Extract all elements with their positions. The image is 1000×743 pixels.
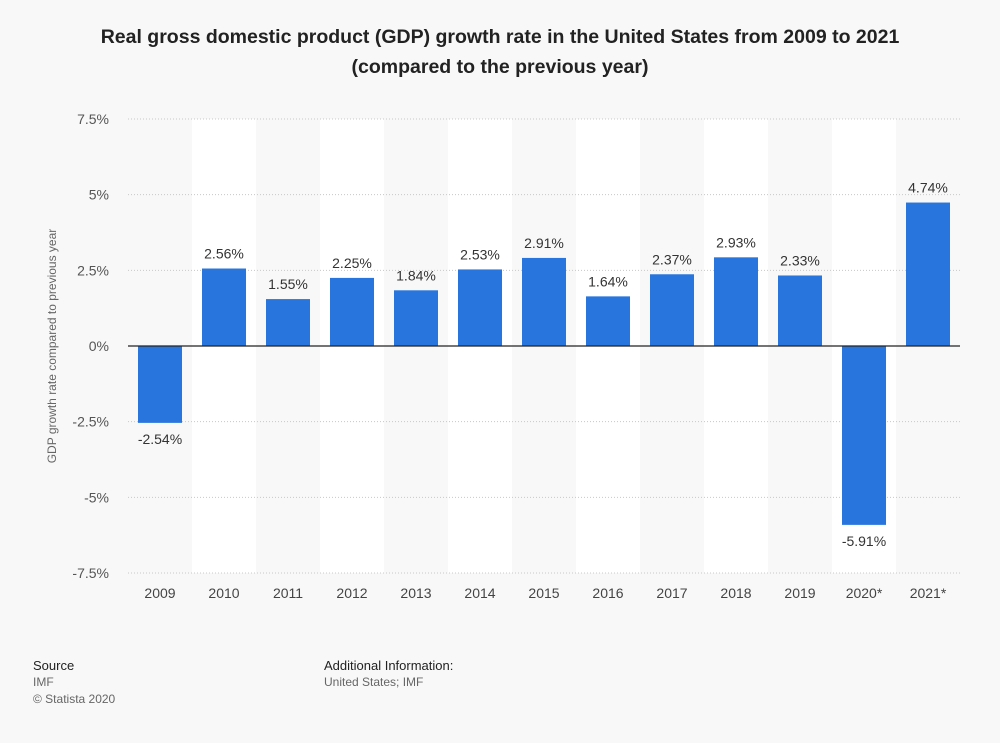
value-label-2018: 2.93% (716, 234, 756, 250)
x-tick-label: 2009 (144, 585, 175, 601)
y-tick-label: -5% (84, 489, 109, 505)
bar-2016 (586, 296, 630, 346)
bars (138, 202, 950, 525)
bar-2017 (650, 274, 694, 346)
value-label-2011: 1.55% (268, 276, 308, 292)
bar-2020* (842, 346, 886, 525)
source-heading: Source (33, 658, 75, 673)
x-tick-label: 2017 (656, 585, 687, 601)
x-tick-label: 2014 (464, 585, 495, 601)
bar-2013 (394, 290, 438, 346)
value-label-2009: -2.54% (138, 431, 182, 447)
y-tick-label: -2.5% (72, 414, 109, 430)
x-tick-label: 2021* (910, 585, 947, 601)
bar-2014 (458, 269, 502, 346)
x-tick-label: 2016 (592, 585, 623, 601)
chart-title-line-2: (compared to the previous year) (351, 56, 649, 78)
y-tick-label: 7.5% (77, 111, 109, 127)
bar-2019 (778, 275, 822, 346)
source-block: Source IMF © Statista 2020 (33, 657, 115, 708)
additional-info-heading[interactable]: Additional Information: (324, 658, 454, 673)
x-tick-label: 2012 (336, 585, 367, 601)
bar-2015 (522, 257, 566, 346)
value-label-2020*: -5.91% (842, 533, 886, 549)
bar-2012 (330, 277, 374, 346)
additional-info-text: United States; IMF (324, 675, 424, 689)
gridlines (128, 118, 960, 574)
chart-title-line-1: Real gross domestic product (GDP) growth… (100, 26, 900, 48)
value-label-2014: 2.53% (460, 246, 500, 262)
value-label-2012: 2.25% (332, 255, 372, 271)
y-tick-label: 0% (89, 338, 109, 354)
bar-2021* (906, 202, 950, 346)
value-label-2017: 2.37% (652, 251, 692, 267)
x-tick-label: 2019 (784, 585, 815, 601)
value-label-2015: 2.91% (524, 235, 564, 251)
value-label-2016: 1.64% (588, 273, 628, 289)
copyright-text: © Statista 2020 (33, 692, 116, 706)
y-axis-ticks: 7.5% 5% 2.5% 0% -2.5% -5% -7.5% (72, 111, 109, 581)
value-label-2019: 2.33% (780, 252, 820, 268)
y-tick-label: -7.5% (72, 565, 109, 581)
value-label-2010: 2.56% (204, 246, 244, 262)
chart-title: Real gross domestic product (GDP) growth… (0, 22, 1000, 82)
source-name[interactable]: IMF (33, 675, 54, 689)
bar-chart: 7.5% 5% 2.5% 0% -2.5% -5% -7.5% -2.54% 2.56% 1.5… (45, 111, 960, 601)
value-labels: -2.54% 2.56% 1.55% 2.25% 1.84% 2.53% 2.91% 1.64… (138, 180, 948, 549)
value-label-2021*: 4.74% (908, 180, 948, 196)
x-tick-label: 2020* (846, 585, 883, 601)
x-axis-ticks: 2009 2010 2011 2012 2013 2014 2015 2016 2017 2018… (144, 585, 946, 601)
y-tick-label: 5% (89, 187, 109, 203)
x-tick-label: 2015 (528, 585, 559, 601)
additional-info-block: Additional Information: United States; I… (324, 657, 453, 691)
x-tick-label: 2013 (400, 585, 431, 601)
y-tick-label: 2.5% (77, 262, 109, 278)
x-tick-label: 2018 (720, 585, 751, 601)
bar-2010 (202, 268, 246, 346)
value-label-2013: 1.84% (396, 267, 436, 283)
bar-2018 (714, 257, 758, 346)
x-tick-label: 2010 (208, 585, 239, 601)
y-axis-label: GDP growth rate compared to previous yea… (45, 229, 59, 464)
x-tick-label: 2011 (273, 585, 303, 601)
bar-2009 (138, 346, 182, 423)
bar-2011 (266, 299, 310, 346)
